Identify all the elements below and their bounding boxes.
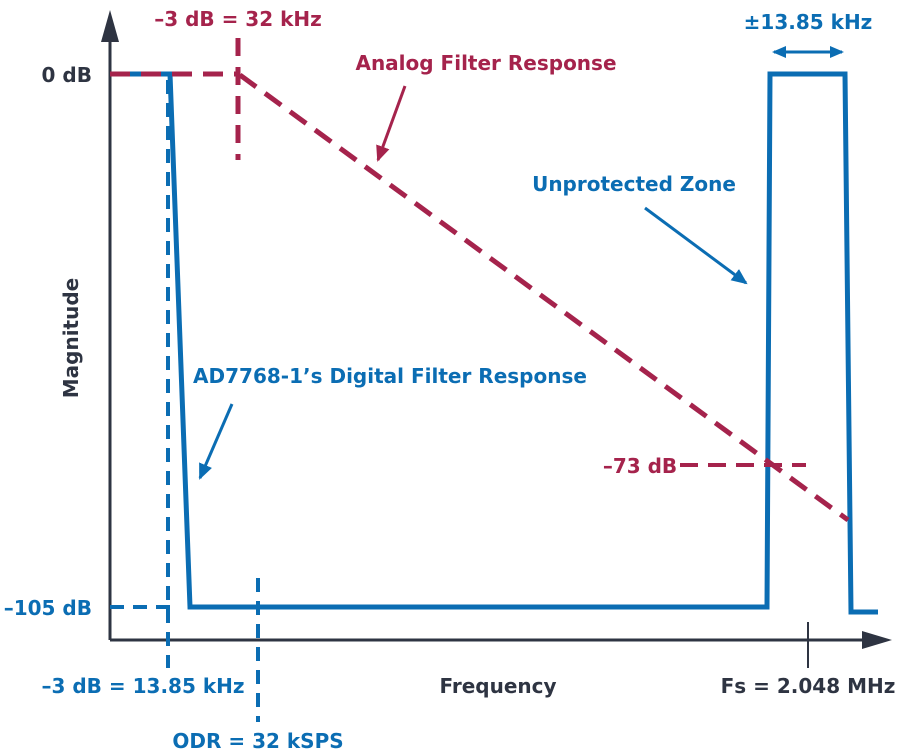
x-axis-arrow <box>862 631 892 649</box>
y-tick-105db: –105 dB <box>4 596 92 620</box>
unprotected-arrow <box>644 206 748 285</box>
y-axis-arrow <box>101 10 119 42</box>
y-tick-0db: 0 dB <box>42 63 92 87</box>
digital-cutoff-label: –3 dB = 13.85 kHz <box>41 674 244 698</box>
y-axis-label: Magnitude <box>59 278 83 399</box>
digital-response-label: AD7768-1’s Digital Filter Response <box>193 364 587 388</box>
x-axis-label: Frequency <box>439 674 556 698</box>
bandwidth-label: ±13.85 kHz <box>744 10 873 34</box>
minus73-label: –73 dB <box>603 454 677 478</box>
fs-label: Fs = 2.048 MHz <box>721 674 896 698</box>
unprotected-label: Unprotected Zone <box>532 172 736 196</box>
digital-filter-curve <box>110 71 878 615</box>
odr-label: ODR = 32 kSPS <box>172 729 343 753</box>
analog-arrow <box>376 85 407 162</box>
digital-arrow <box>198 403 234 480</box>
analog-cutoff-label: –3 dB = 32 kHz <box>154 7 322 31</box>
analog-filter-curve <box>238 72 850 523</box>
analog-response-label: Analog Filter Response <box>355 51 616 75</box>
